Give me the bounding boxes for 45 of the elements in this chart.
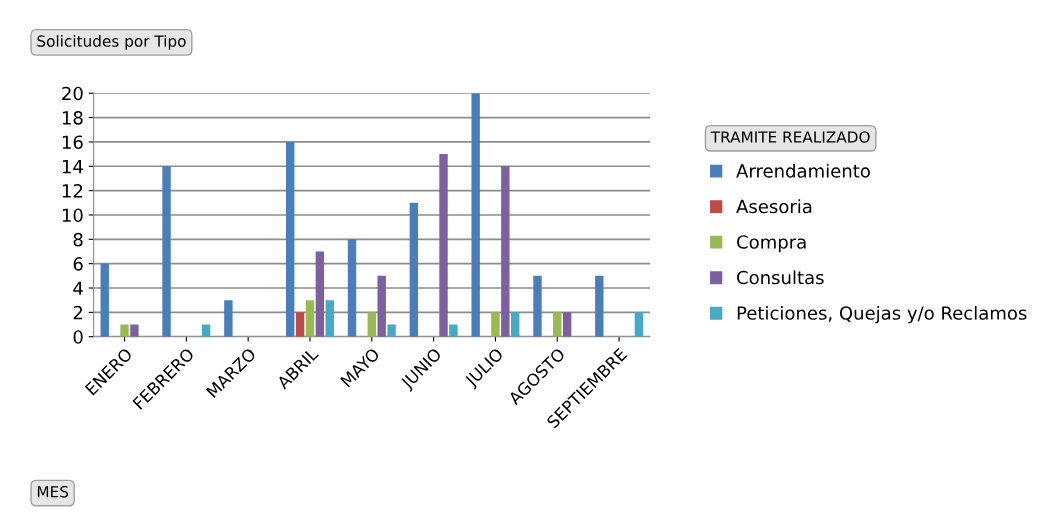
bar [162, 166, 171, 337]
bar [501, 166, 510, 337]
bar [305, 300, 315, 337]
legend-label: Asesoria [736, 199, 812, 214]
y-tick-label: 10 [62, 208, 83, 223]
y-tick-label: 2 [73, 305, 83, 320]
legend-label: Arrendamiento [736, 163, 870, 178]
y-tick-label: 16 [62, 135, 83, 150]
chart-title: Solicitudes por Tipo [37, 35, 186, 50]
y-tick-label: 0 [73, 330, 83, 344]
y-tick-label: 8 [73, 232, 83, 247]
bar [224, 300, 233, 337]
bar [120, 324, 129, 337]
x-axis-title: MES [37, 485, 69, 498]
y-tick-label: 18 [62, 111, 83, 125]
bar [449, 324, 458, 337]
legend-title: TRAMITE REALIZADO [710, 131, 870, 143]
bar [387, 324, 396, 337]
bar [439, 154, 448, 337]
legend-label: Compra [737, 235, 806, 253]
y-tick-label: 12 [62, 184, 83, 198]
bar [100, 263, 109, 337]
bar [491, 312, 500, 337]
y-tick-label: 4 [73, 281, 83, 295]
legend-label: Consultas [737, 270, 824, 285]
bar [409, 202, 419, 337]
bar [347, 239, 357, 337]
bar [325, 300, 334, 337]
bar [367, 312, 376, 337]
bar [511, 312, 520, 337]
y-tick-label: 6 [73, 257, 83, 271]
bar [285, 141, 295, 337]
bar [634, 312, 644, 337]
bar [595, 275, 604, 337]
y-tick-label: 20 [62, 86, 83, 101]
bar [315, 251, 325, 337]
bar [377, 275, 386, 337]
bar [533, 275, 542, 337]
bar [130, 324, 139, 337]
bar [295, 312, 305, 337]
y-tick-label: 14 [62, 159, 83, 174]
bar [553, 312, 562, 337]
bar [471, 93, 480, 337]
legend-label: Peticiones, Quejas y/o Reclamos [737, 305, 1027, 324]
bar [562, 312, 572, 337]
